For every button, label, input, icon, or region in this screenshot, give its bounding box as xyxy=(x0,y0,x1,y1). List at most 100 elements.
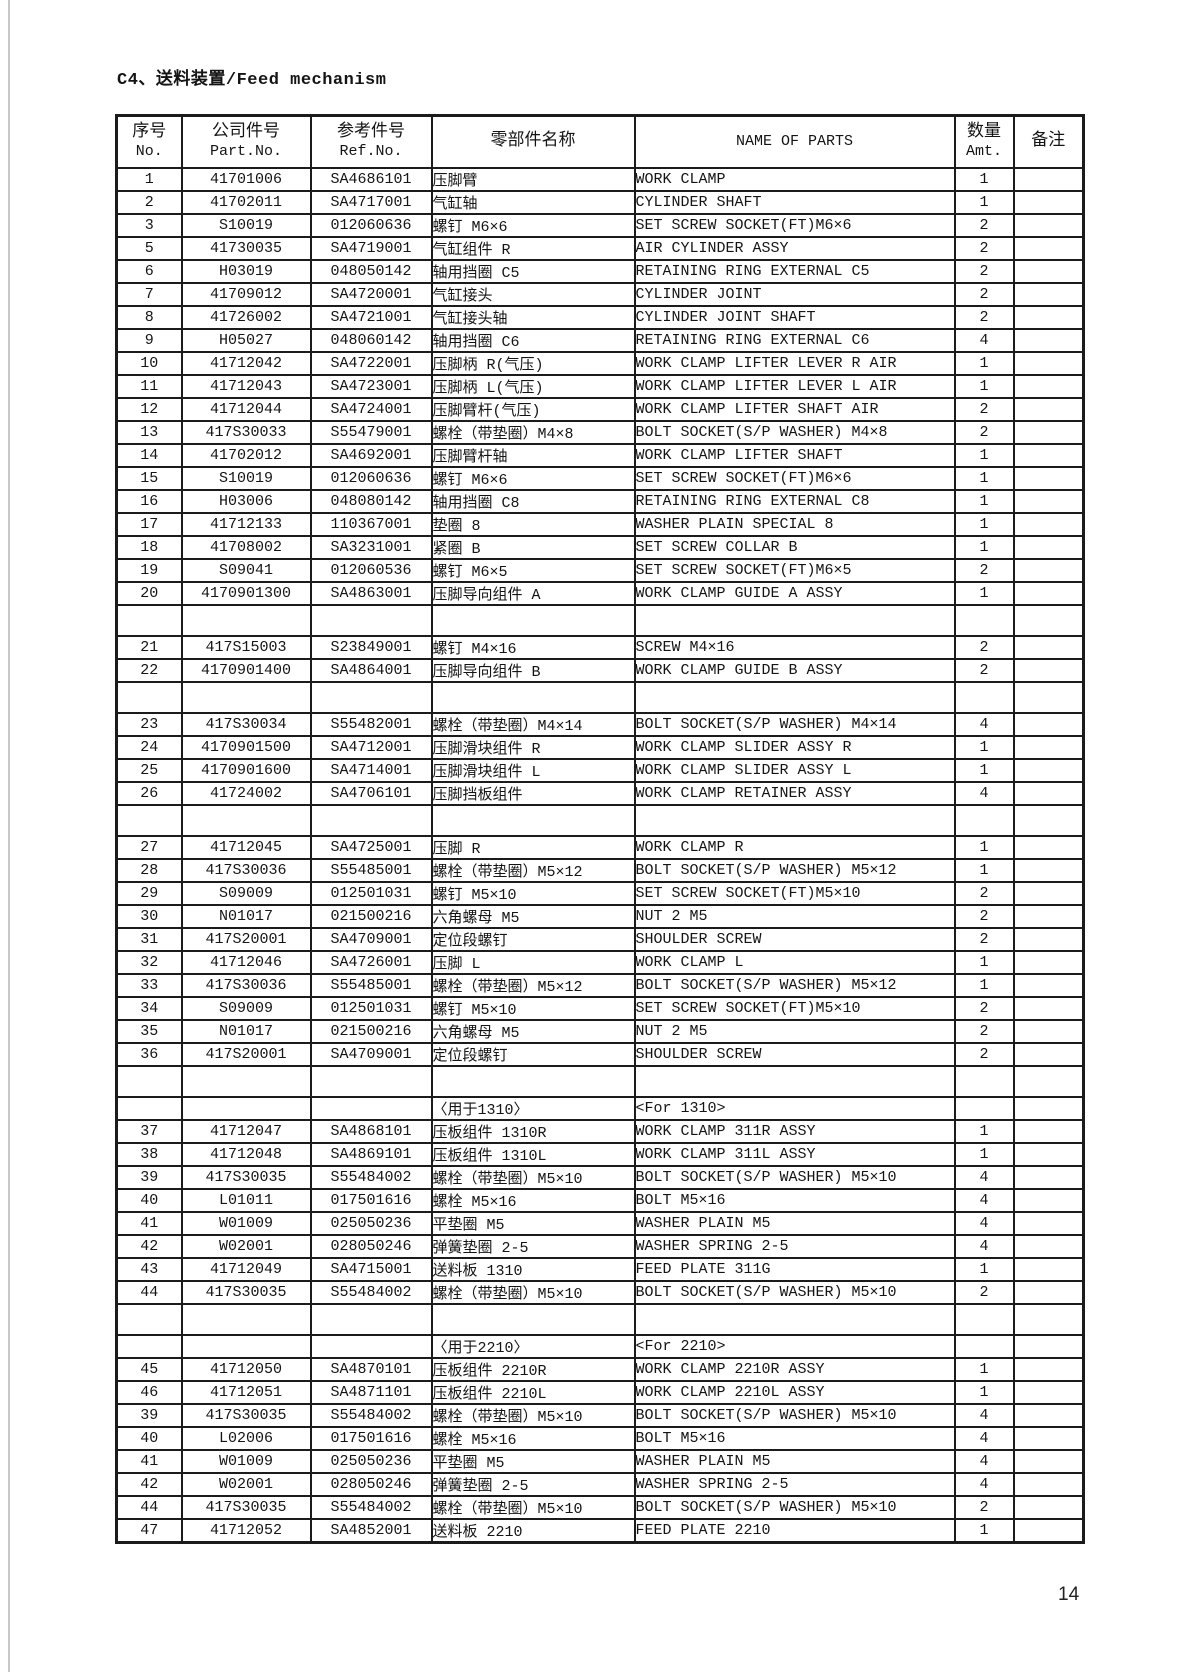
cell-no: 37 xyxy=(115,1119,183,1144)
cell-no xyxy=(115,1096,183,1121)
cell-no xyxy=(115,1065,183,1098)
table-row: 38 41712048 SA4869101 压板组件 1310L WORK CLAMP … xyxy=(115,1142,1085,1167)
cell-remark xyxy=(1012,581,1085,606)
cell-no: 19 xyxy=(115,558,183,583)
cell-no xyxy=(115,1303,183,1336)
cell-zh: 螺栓（带垫圈）M5×10 xyxy=(430,1280,636,1305)
cell-remark xyxy=(1012,904,1085,929)
cell-zh: 压脚柄 R(气压) xyxy=(430,351,636,376)
col-header-part-no-en: Part.No. xyxy=(209,143,282,160)
cell-amt: 2 xyxy=(953,558,1015,583)
table-row: 16 H03006 048080142 轴用挡圈 C8 RETAINING RING E… xyxy=(115,489,1085,514)
cell-part: 41712044 xyxy=(180,397,312,422)
cell-remark xyxy=(1012,658,1085,683)
cell-ref: 017501616 xyxy=(309,1188,433,1213)
table-row: 17 41712133 110367001 垫圈 8 WASHER PLAIN SPEC… xyxy=(115,512,1085,537)
table-row: 31 417S20001 SA4709001 定位段螺钉 SHOULDER SCREW 2 xyxy=(115,927,1085,952)
cell-amt: 2 xyxy=(953,927,1015,952)
cell-remark xyxy=(1012,397,1085,422)
cell-no: 12 xyxy=(115,397,183,422)
cell-remark xyxy=(1012,1495,1085,1520)
cell-ref xyxy=(309,681,433,714)
cell-amt: 1 xyxy=(953,758,1015,783)
cell-part: 417S30036 xyxy=(180,973,312,998)
cell-part: 41701006 xyxy=(180,167,312,192)
parts-table-body: 1 41701006 SA4686101 压脚臂 WORK CLAMP 1 2 4170201… xyxy=(115,167,1085,1544)
cell-part: 41712052 xyxy=(180,1518,312,1544)
cell-part: 417S30035 xyxy=(180,1280,312,1305)
table-row: 6 H03019 048050142 轴用挡圈 C5 RETAINING RING EX… xyxy=(115,259,1085,284)
cell-part: 4170901600 xyxy=(180,758,312,783)
cell-ref: 048050142 xyxy=(309,259,433,284)
cell-amt xyxy=(953,1096,1015,1121)
cell-part: 41726002 xyxy=(180,305,312,330)
cell-no: 22 xyxy=(115,658,183,683)
cell-remark xyxy=(1012,374,1085,399)
header-row: 序号 No. 公司件号 Part.No. 参考件号 Ref.No. 零部件名称 … xyxy=(115,114,1085,169)
cell-en xyxy=(633,804,956,837)
table-row: 5 41730035 SA4719001 气缸组件 R AIR CYLINDER ASS… xyxy=(115,236,1085,261)
cell-no: 11 xyxy=(115,374,183,399)
table-row: 9 H05027 048060142 轴用挡圈 C6 RETAINING RING EX… xyxy=(115,328,1085,353)
cell-amt: 2 xyxy=(953,904,1015,929)
cell-no: 8 xyxy=(115,305,183,330)
cell-amt: 1 xyxy=(953,535,1015,560)
cell-zh: 气缸轴 xyxy=(430,190,636,215)
cell-zh: 压脚 L xyxy=(430,950,636,975)
cell-en: WORK CLAMP L xyxy=(633,950,956,975)
col-header-no: 序号 No. xyxy=(115,114,183,169)
cell-en: WORK CLAMP 2210L ASSY xyxy=(633,1380,956,1405)
cell-part: W02001 xyxy=(180,1472,312,1497)
cell-en: BOLT SOCKET(S/P WASHER) M5×10 xyxy=(633,1403,956,1428)
col-header-no-en: No. xyxy=(135,143,163,160)
cell-no: 31 xyxy=(115,927,183,952)
cell-zh: 〈用于1310〉 xyxy=(430,1096,636,1121)
cell-part: 417S30036 xyxy=(180,858,312,883)
cell-no: 41 xyxy=(115,1211,183,1236)
cell-zh: 弹簧垫圈 2-5 xyxy=(430,1472,636,1497)
cell-no: 3 xyxy=(115,213,183,238)
cell-remark xyxy=(1012,927,1085,952)
cell-no: 21 xyxy=(115,635,183,660)
cell-part: L01011 xyxy=(180,1188,312,1213)
cell-en: CYLINDER SHAFT xyxy=(633,190,956,215)
cell-amt: 2 xyxy=(953,305,1015,330)
cell-en: SET SCREW SOCKET(FT)M6×6 xyxy=(633,213,956,238)
col-header-remark-label: 备注 xyxy=(1031,132,1066,151)
cell-amt: 2 xyxy=(953,881,1015,906)
cell-part: 4170901300 xyxy=(180,581,312,606)
cell-zh: 压脚 R xyxy=(430,835,636,860)
cell-no: 39 xyxy=(115,1403,183,1428)
table-row: 3 S10019 012060636 螺钉 M6×6 SET SCREW SOCKET(… xyxy=(115,213,1085,238)
cell-no: 14 xyxy=(115,443,183,468)
table-row: 29 S09009 012501031 螺钉 M5×10 SET SCREW SOCKE… xyxy=(115,881,1085,906)
cell-amt xyxy=(953,804,1015,837)
cell-en: WASHER SPRING 2-5 xyxy=(633,1234,956,1259)
cell-remark xyxy=(1012,604,1085,637)
cell-remark xyxy=(1012,712,1085,737)
cell-part: S10019 xyxy=(180,466,312,491)
table-row: 22 4170901400 SA4864001 压脚导向组件 B WORK CLAMP … xyxy=(115,658,1085,683)
cell-amt xyxy=(953,1334,1015,1359)
table-row: 47 41712052 SA4852001 送料板 2210 FEED PLATE 22… xyxy=(115,1518,1085,1544)
cell-part: 41712045 xyxy=(180,835,312,860)
cell-part: 417S30033 xyxy=(180,420,312,445)
cell-en: WORK CLAMP SLIDER ASSY L xyxy=(633,758,956,783)
cell-zh: 螺钉 M6×6 xyxy=(430,213,636,238)
cell-no: 2 xyxy=(115,190,183,215)
cell-remark xyxy=(1012,950,1085,975)
cell-remark xyxy=(1012,466,1085,491)
table-row: 11 41712043 SA4723001 压脚柄 L(气压) WORK CLAMP L… xyxy=(115,374,1085,399)
table-row: 12 41712044 SA4724001 压脚臂杆(气压) WORK CLAMP LI… xyxy=(115,397,1085,422)
cell-ref: 028050246 xyxy=(309,1234,433,1259)
cell-remark xyxy=(1012,1518,1085,1544)
cell-no: 15 xyxy=(115,466,183,491)
cell-no: 34 xyxy=(115,996,183,1021)
cell-no xyxy=(115,681,183,714)
cell-ref: S55484002 xyxy=(309,1495,433,1520)
table-row: 2 41702011 SA4717001 气缸轴 CYLINDER SHAFT 1 xyxy=(115,190,1085,215)
cell-no: 10 xyxy=(115,351,183,376)
cell-zh: 压脚臂杆轴 xyxy=(430,443,636,468)
cell-ref: SA4722001 xyxy=(309,351,433,376)
